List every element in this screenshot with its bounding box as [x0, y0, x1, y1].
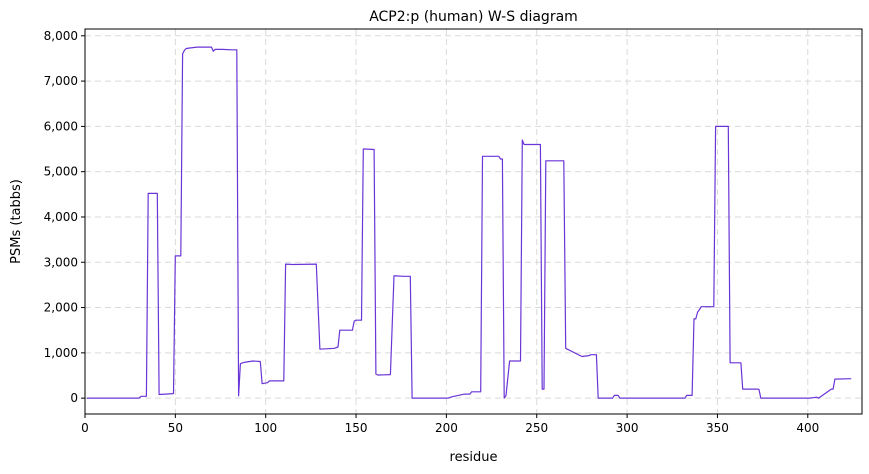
x-tick-label: 150 [345, 421, 368, 435]
series-layer [86, 46, 852, 399]
x-tick-label: 250 [525, 421, 548, 435]
y-tick-label: 5,000 [44, 165, 78, 179]
x-axis-label: residue [450, 450, 498, 465]
y-tick-label: 4,000 [44, 210, 78, 224]
x-tick-label: 400 [796, 421, 819, 435]
x-tick-label: 350 [706, 421, 729, 435]
y-tick-label: 7,000 [44, 74, 78, 88]
x-tick-label: 50 [168, 421, 183, 435]
x-tick-label: 300 [616, 421, 639, 435]
y-tick-label: 1,000 [44, 346, 78, 360]
y-tick-label: 2,000 [44, 301, 78, 315]
x-axis-ticks: 0 50 100 150 200 250 300 350 400 [81, 414, 819, 435]
y-tick-label: 0 [70, 391, 78, 405]
y-tick-label: 6,000 [44, 119, 78, 133]
y-tick-label: 3,000 [44, 255, 78, 269]
plot-area-frame [84, 28, 863, 415]
x-tick-label: 100 [254, 421, 277, 435]
x-tick-label: 200 [435, 421, 458, 435]
grid [85, 29, 862, 414]
x-tick-label: 0 [81, 421, 89, 435]
y-axis-label: PSMs (tabbs) [9, 179, 24, 264]
chart-title: ACP2:p (human) W-S diagram [369, 9, 578, 25]
y-tick-label: 8,000 [44, 29, 78, 43]
series-line [86, 46, 852, 399]
y-axis-ticks: 0 1,000 2,000 3,000 4,000 5,000 6,000 7,000 8,00… [44, 29, 85, 405]
